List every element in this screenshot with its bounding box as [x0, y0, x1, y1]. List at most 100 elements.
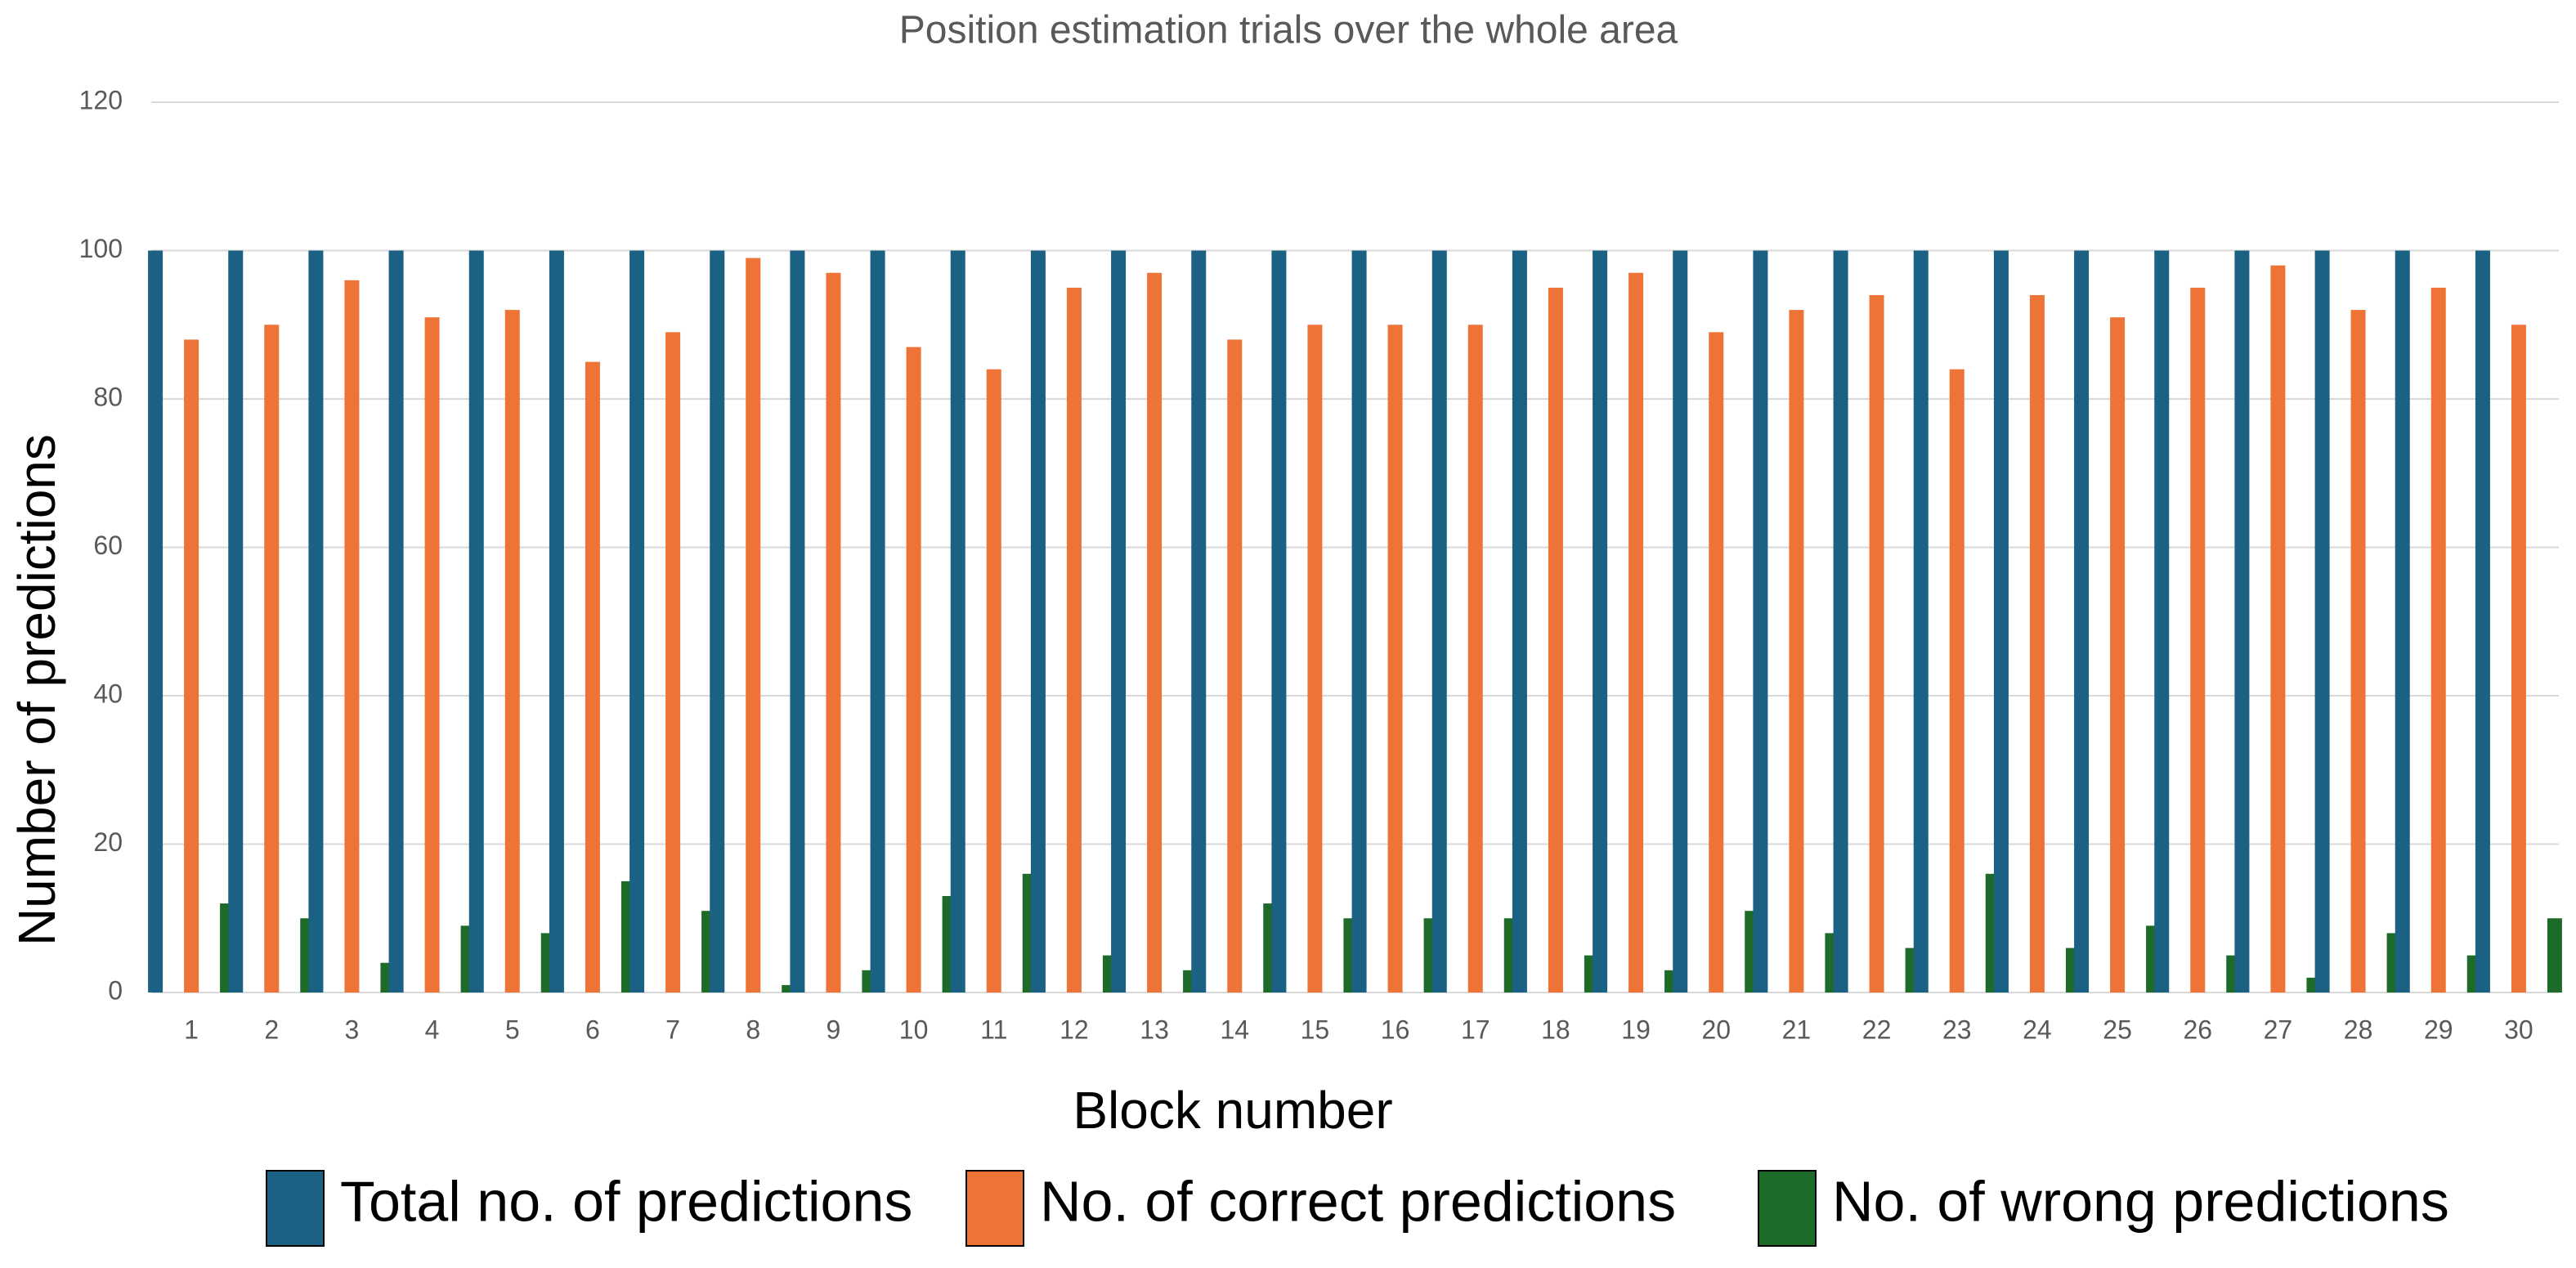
bar	[148, 250, 164, 992]
y-tick-label: 60	[93, 531, 123, 560]
bar	[1913, 250, 1929, 992]
bar	[2234, 250, 2250, 992]
bar	[629, 250, 645, 992]
bar	[1147, 272, 1163, 993]
bar	[2270, 265, 2286, 992]
bar	[1431, 250, 1447, 992]
bar	[665, 332, 681, 992]
bar	[2350, 310, 2366, 993]
bar	[1307, 325, 1323, 992]
bar	[1467, 325, 1483, 992]
bar	[1387, 325, 1403, 992]
x-tick-label: 27	[2264, 1015, 2293, 1044]
bar	[1111, 250, 1127, 992]
bar	[782, 984, 797, 992]
x-tick-label: 2	[264, 1015, 279, 1044]
bar	[870, 250, 885, 992]
y-axis-title: Number of predictions	[7, 434, 66, 946]
y-tick-label: 20	[93, 827, 123, 857]
x-tick-label: 4	[425, 1015, 440, 1044]
bar	[1833, 250, 1848, 992]
bar	[1271, 250, 1287, 992]
x-tick-label: 18	[1541, 1015, 1570, 1044]
bar	[2110, 317, 2126, 992]
bar	[1709, 332, 1724, 992]
bar	[2074, 250, 2090, 992]
x-tick-label: 28	[2344, 1015, 2373, 1044]
bar	[2029, 294, 2045, 992]
bar	[1789, 310, 1804, 993]
bar	[2475, 250, 2490, 992]
bar	[344, 280, 360, 992]
legend-label: No. of wrong predictions	[1832, 1169, 2449, 1233]
bar	[710, 250, 725, 992]
x-tick-label: 7	[665, 1015, 680, 1044]
x-tick-label: 13	[1140, 1015, 1169, 1044]
x-tick-label: 1	[184, 1015, 199, 1044]
x-tick-label: 10	[899, 1015, 929, 1044]
bar	[950, 250, 965, 992]
x-tick-label: 22	[1862, 1015, 1892, 1044]
x-tick-label: 21	[1782, 1015, 1812, 1044]
bar	[1949, 369, 1964, 992]
bar	[1191, 250, 1207, 992]
legend-swatch	[266, 1170, 325, 1247]
bar	[2314, 250, 2330, 992]
x-tick-label: 14	[1220, 1015, 1249, 1044]
bar	[1869, 294, 1884, 992]
bar	[424, 317, 440, 992]
legend-swatch	[1758, 1170, 1817, 1247]
x-tick-label: 16	[1381, 1015, 1410, 1044]
bar	[790, 250, 805, 992]
x-tick-label: 26	[2183, 1015, 2212, 1044]
x-tick-label: 5	[505, 1015, 520, 1044]
bar	[1628, 272, 1644, 993]
legend-label: Total no. of predictions	[340, 1169, 912, 1233]
x-tick-label: 30	[2504, 1015, 2533, 1044]
bar	[906, 347, 921, 993]
x-tick-label: 9	[827, 1015, 841, 1044]
bar	[1993, 250, 2009, 992]
x-tick-label: 25	[2103, 1015, 2132, 1044]
bar	[1548, 287, 1563, 992]
x-tick-label: 12	[1060, 1015, 1089, 1044]
bar	[264, 325, 280, 992]
bar	[468, 250, 484, 992]
y-tick-label: 120	[79, 85, 123, 114]
bar	[2547, 918, 2562, 992]
x-tick-label: 6	[585, 1015, 600, 1044]
x-tick-label: 11	[980, 1015, 1007, 1044]
x-axis-title: Block number	[1073, 1081, 1392, 1140]
bar	[2430, 287, 2446, 992]
bar	[585, 361, 600, 992]
x-tick-label: 8	[746, 1015, 760, 1044]
y-tick-label: 40	[93, 679, 123, 708]
x-tick-label: 19	[1621, 1015, 1651, 1044]
bar	[1753, 250, 1768, 992]
bar	[549, 250, 564, 992]
bar	[986, 369, 1001, 992]
x-tick-label: 20	[1701, 1015, 1731, 1044]
x-tick-label: 23	[1942, 1015, 1972, 1044]
y-tick-label: 80	[93, 382, 123, 411]
bar	[1593, 250, 1608, 992]
x-tick-label: 29	[2424, 1015, 2453, 1044]
bar	[1066, 287, 1082, 992]
bar	[2190, 287, 2206, 992]
chart-title: Position estimation trials over the whol…	[899, 9, 1678, 52]
bar	[228, 250, 244, 992]
x-tick-label: 17	[1461, 1015, 1490, 1044]
bar	[746, 258, 761, 992]
bar	[184, 339, 199, 992]
bar	[2511, 325, 2526, 992]
legend-label: No. of correct predictions	[1040, 1169, 1676, 1233]
bar	[1512, 250, 1527, 992]
legend-swatch	[965, 1170, 1024, 1247]
y-tick-label: 100	[79, 234, 123, 263]
x-tick-label: 15	[1301, 1015, 1330, 1044]
bar	[1227, 339, 1243, 992]
bar	[504, 310, 520, 993]
x-tick-label: 24	[2023, 1015, 2052, 1044]
x-tick-label: 3	[345, 1015, 360, 1044]
